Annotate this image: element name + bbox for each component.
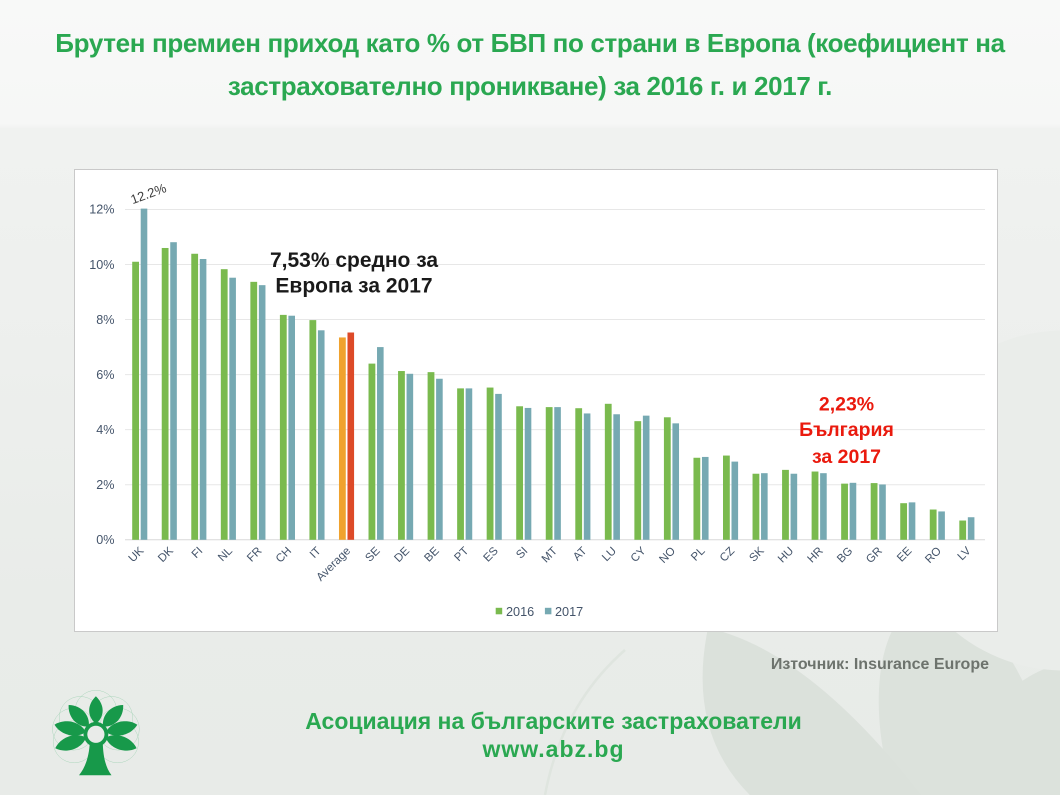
svg-text:GR: GR (864, 545, 885, 566)
svg-text:2,23%: 2,23% (819, 394, 874, 416)
svg-text:0%: 0% (96, 533, 114, 547)
svg-text:Европа за 2017: Европа за 2017 (275, 275, 432, 298)
svg-text:FR: FR (245, 545, 264, 564)
svg-text:AT: AT (571, 545, 589, 563)
svg-text:PT: PT (452, 545, 471, 564)
svg-text:за 2017: за 2017 (812, 446, 881, 468)
svg-text:BE: BE (422, 545, 442, 565)
svg-text:MT: MT (540, 545, 560, 565)
svg-text:8%: 8% (96, 313, 114, 327)
svg-text:България: България (799, 419, 894, 441)
svg-text:LV: LV (956, 545, 974, 563)
svg-text:SK: SK (747, 545, 767, 565)
svg-text:RO: RO (923, 545, 944, 566)
svg-text:FI: FI (190, 545, 206, 561)
svg-text:7,53% средно за: 7,53% средно за (270, 249, 438, 272)
svg-text:UK: UK (127, 545, 147, 565)
svg-text:PL: PL (689, 545, 708, 564)
svg-text:2%: 2% (96, 478, 114, 492)
svg-text:ES: ES (482, 545, 502, 565)
svg-text:SI: SI (514, 545, 530, 561)
svg-text:DE: DE (392, 545, 412, 565)
svg-text:NO: NO (657, 545, 678, 566)
svg-text:BG: BG (835, 545, 855, 565)
svg-text:4%: 4% (96, 423, 114, 437)
svg-text:DK: DK (156, 545, 176, 565)
svg-text:2017: 2017 (555, 605, 583, 619)
svg-text:CZ: CZ (718, 545, 737, 564)
svg-text:6%: 6% (96, 368, 114, 382)
svg-text:NL: NL (216, 545, 235, 564)
svg-text:HU: HU (776, 545, 796, 565)
svg-text:LU: LU (600, 545, 619, 564)
svg-text:12%: 12% (89, 203, 114, 217)
svg-text:CY: CY (629, 545, 649, 565)
svg-text:10%: 10% (89, 258, 114, 272)
svg-text:SE: SE (363, 545, 383, 565)
svg-text:EE: EE (895, 545, 915, 565)
svg-text:CH: CH (274, 545, 294, 565)
svg-text:12.2%: 12.2% (128, 180, 168, 207)
svg-text:IT: IT (308, 545, 324, 561)
svg-text:2016: 2016 (506, 605, 534, 619)
svg-text:HR: HR (806, 545, 826, 565)
